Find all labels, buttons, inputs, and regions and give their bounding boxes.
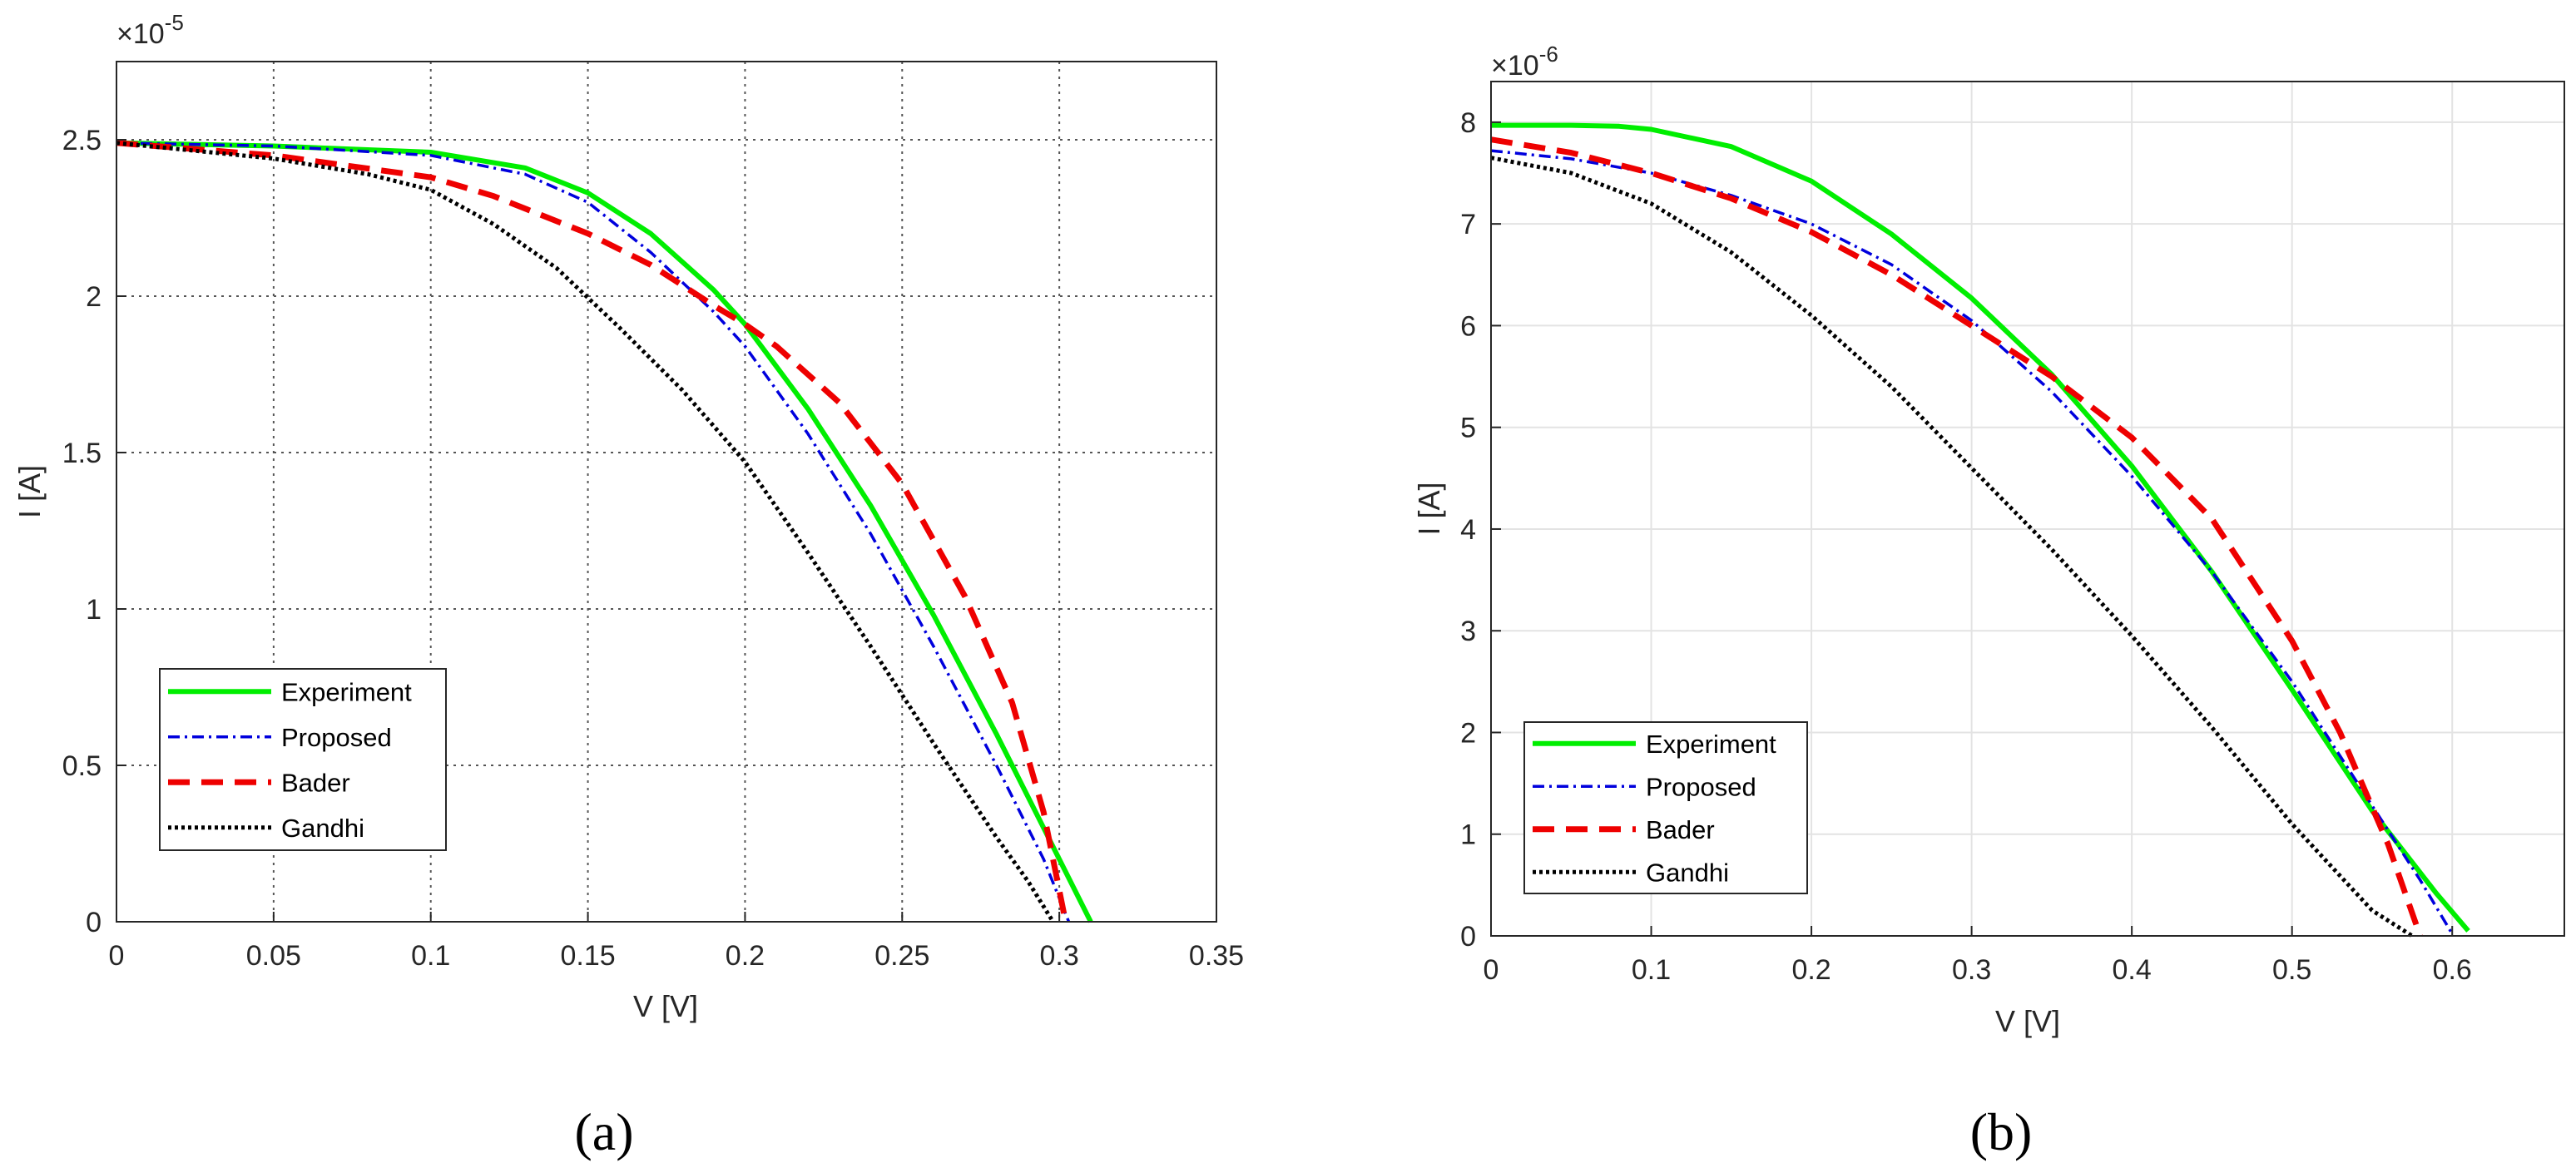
legend: Experiment Proposed Bader Gandhi xyxy=(159,668,447,851)
x-tick-label: 0 xyxy=(109,940,125,972)
legend-label-bader: Bader xyxy=(281,768,350,797)
legend-label-gandhi: Gandhi xyxy=(281,814,364,843)
y-tick-label: 7 xyxy=(1460,209,1476,240)
plot-lines xyxy=(116,140,1093,923)
series-line-experiment xyxy=(1491,122,2470,933)
legend-box xyxy=(1523,721,1808,894)
x-tick-label: 0.05 xyxy=(246,940,301,972)
y-tick-label: 4 xyxy=(1460,514,1476,546)
panel-caption: (a) xyxy=(574,1102,633,1161)
y-exponent-label: ×10-6 xyxy=(1491,42,1558,82)
plot-lines xyxy=(1490,122,2470,938)
exponent-power: -5 xyxy=(165,10,184,35)
panel-a: 0 0.05 0.1 0.15 0.2 0.25 0.3 0.35 0 0.5 1 1.5 2 2.5 ×1… xyxy=(12,10,1244,1161)
y-tick-label: 2.5 xyxy=(62,125,102,156)
x-tick-label: 0.3 xyxy=(1952,954,1991,986)
y-tick-label: 8 xyxy=(1460,107,1476,139)
x-tick-label: 0.25 xyxy=(874,940,929,972)
x-tick-label: 0.4 xyxy=(2113,954,2152,986)
legend-label-gandhi: Gandhi xyxy=(1646,858,1729,887)
y-tick-label: 1.5 xyxy=(62,438,102,469)
x-tick-label: 0.15 xyxy=(560,940,615,972)
y-tick-label: 2 xyxy=(1460,717,1476,749)
grid xyxy=(1491,82,2564,936)
axes-box xyxy=(116,61,1217,923)
y-tick-label: 2 xyxy=(86,281,102,313)
x-tick-label: 0.35 xyxy=(1189,940,1244,972)
legend-label-experiment: Experiment xyxy=(281,677,412,706)
x-tick-label: 0 xyxy=(1484,954,1499,986)
legend-label-proposed: Proposed xyxy=(281,723,392,752)
x-axis-label: V [V] xyxy=(633,989,698,1023)
y-tick-label: 3 xyxy=(1460,616,1476,647)
y-tick-label: 0 xyxy=(1460,921,1476,953)
series-line-bader xyxy=(1490,136,2424,938)
y-tick-label: 1 xyxy=(1460,819,1476,851)
y-axis-label: I [A] xyxy=(1412,482,1446,535)
y-tick-label: 6 xyxy=(1460,310,1476,342)
series-line-gandhi xyxy=(116,141,1055,923)
y-axis-label: I [A] xyxy=(12,465,47,518)
exponent-power: -6 xyxy=(1539,42,1558,67)
axes-box xyxy=(1490,81,2565,937)
x-tick-label: 0.1 xyxy=(411,940,450,972)
legend: Experiment Proposed Bader Gandhi xyxy=(1523,721,1808,894)
series-line-experiment xyxy=(116,140,1093,923)
x-tick-label: 0.1 xyxy=(1632,954,1671,986)
series-line-bader xyxy=(116,140,1069,923)
y-exponent-label: ×10-5 xyxy=(116,10,184,50)
x-tick-label: 0.2 xyxy=(726,940,765,972)
y-tick-label: 1 xyxy=(86,594,102,626)
panel-b: 0 0.1 0.2 0.3 0.4 0.5 0.6 0 1 2 3 4 5 6 7 8 ×10-6 V [V] I … xyxy=(1412,42,2565,1161)
x-tick-label: 0.3 xyxy=(1040,940,1079,972)
series-line-gandhi xyxy=(1490,156,2414,938)
y-tick-label: 0 xyxy=(86,907,102,938)
y-tick-label: 0.5 xyxy=(62,750,102,782)
x-tick-label: 0.2 xyxy=(1791,954,1830,986)
x-tick-label: 0.6 xyxy=(2433,954,2472,986)
x-tick-label: 0.5 xyxy=(2272,954,2311,986)
y-tick-label: 5 xyxy=(1460,413,1476,444)
panel-caption: (b) xyxy=(1970,1102,2033,1161)
exponent-base: ×10 xyxy=(1491,50,1539,82)
legend-box xyxy=(159,668,447,851)
x-axis-label: V [V] xyxy=(1995,1004,2060,1038)
legend-label-bader: Bader xyxy=(1646,815,1715,844)
legend-label-experiment: Experiment xyxy=(1646,730,1776,759)
series-line-proposed xyxy=(116,141,1071,923)
exponent-base: ×10 xyxy=(116,18,165,50)
legend-label-proposed: Proposed xyxy=(1646,772,1756,801)
